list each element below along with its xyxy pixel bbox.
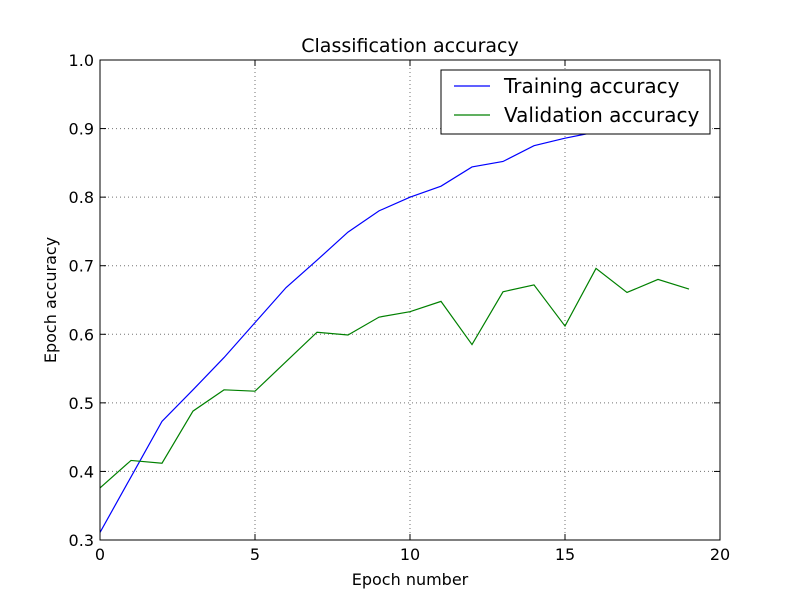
- y-tick-label: 0.9: [69, 120, 94, 139]
- y-axis-label: Epoch accuracy: [41, 237, 60, 363]
- chart-title: Classification accuracy: [301, 35, 518, 57]
- y-tick-label: 0.4: [69, 462, 94, 481]
- legend-label-validation: Validation accuracy: [504, 103, 700, 127]
- y-tick-label: 1.0: [69, 51, 94, 70]
- y-tick-label: 0.8: [69, 188, 94, 207]
- x-tick-label: 0: [95, 545, 105, 564]
- x-axis-label: Epoch number: [352, 570, 469, 589]
- series-line-validation: [100, 267, 690, 489]
- y-tick-label: 0.6: [69, 325, 94, 344]
- legend-box: [440, 69, 711, 135]
- x-tick-label: 15: [555, 545, 575, 564]
- y-tick-label: 0.7: [69, 257, 94, 276]
- legend: Training accuracy Validation accuracy: [440, 69, 711, 135]
- x-tick-label: 10: [400, 545, 420, 564]
- x-tick-label: 5: [250, 545, 260, 564]
- ticks: 0 5 10 15 20 0.3 0.4 0.5 0.6 0.7 0.8 0.9 1.0: [69, 51, 731, 564]
- legend-label-training: Training accuracy: [503, 74, 680, 98]
- y-tick-label: 0.5: [69, 394, 94, 413]
- y-tick-label: 0.3: [69, 531, 94, 550]
- x-tick-label: 20: [710, 545, 730, 564]
